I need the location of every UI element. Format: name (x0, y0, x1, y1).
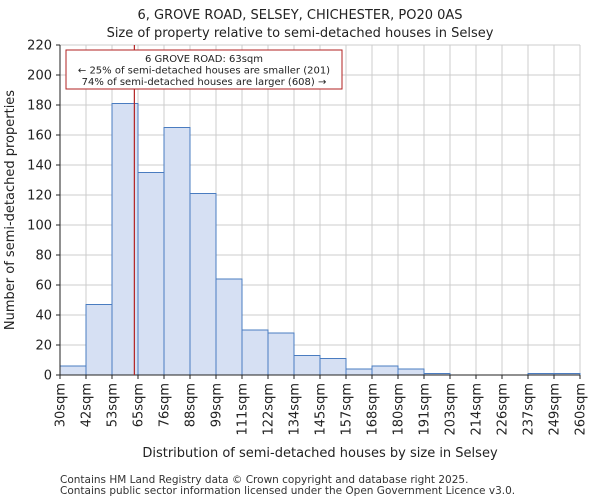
y-tick-label: 100 (27, 219, 52, 234)
y-tick-label: 120 (27, 189, 52, 204)
y-tick-label: 200 (27, 69, 52, 84)
chart-title-line2: Size of property relative to semi-detach… (107, 26, 494, 41)
annotation-line-1: 6 GROVE ROAD: 63sqm (145, 54, 263, 65)
x-tick-label: 111sqm (236, 383, 251, 436)
x-tick-label: 88sqm (184, 383, 199, 427)
y-tick-label: 140 (27, 159, 52, 174)
histogram-bar (189, 193, 217, 376)
annotation-line-2: ← 25% of semi-detached houses are smalle… (78, 66, 330, 77)
bars-layer (59, 103, 581, 376)
footer-line2: Contains public sector information licen… (60, 485, 515, 497)
y-tick-label: 0 (44, 369, 52, 384)
y-tick-label: 180 (27, 99, 52, 114)
x-tick-label: 260sqm (574, 383, 589, 436)
y-ticks-layer: 0 20 40 60 80 100 120 140 160 180 200 220 (27, 39, 60, 384)
x-tick-label: 226sqm (496, 383, 511, 436)
x-tick-label: 122sqm (262, 383, 277, 436)
x-tick-label: 203sqm (444, 383, 459, 436)
histogram-bar (345, 368, 373, 376)
histogram-bar (241, 329, 269, 376)
y-axis-label: Number of semi-detached properties (3, 90, 18, 330)
histogram-bar (137, 172, 165, 376)
histogram-bar (293, 355, 321, 376)
histogram-bar (319, 358, 347, 376)
x-tick-label: 168sqm (366, 383, 381, 436)
x-tick-label: 191sqm (418, 383, 433, 436)
y-tick-label: 60 (35, 279, 52, 294)
histogram-bar (371, 365, 399, 376)
x-tick-label: 180sqm (392, 383, 407, 436)
x-tick-label: 65sqm (132, 383, 147, 427)
x-tick-label: 30sqm (54, 383, 69, 427)
x-tick-label: 237sqm (522, 383, 537, 436)
x-tick-label: 249sqm (548, 383, 563, 436)
y-tick-label: 160 (27, 129, 52, 144)
x-axis-label: Distribution of semi-detached houses by … (142, 446, 498, 461)
histogram-bar (397, 368, 425, 376)
x-tick-label: 134sqm (288, 383, 303, 436)
x-tick-label: 157sqm (340, 383, 355, 436)
x-tick-label: 214sqm (470, 383, 485, 436)
x-tick-label: 99sqm (210, 383, 225, 427)
histogram-bar (267, 332, 295, 376)
y-tick-label: 220 (27, 39, 52, 54)
y-tick-label: 20 (35, 339, 52, 354)
y-tick-label: 40 (35, 309, 52, 324)
x-tick-label: 76sqm (158, 383, 173, 427)
histogram-bar (85, 304, 113, 376)
x-tick-label: 145sqm (314, 383, 329, 436)
marker-layer: 6 GROVE ROAD: 63sqm← 25% of semi-detache… (65, 45, 343, 375)
annotation-line-3: 74% of semi-detached houses are larger (… (82, 77, 327, 88)
x-tick-label: 42sqm (80, 383, 95, 427)
y-tick-label: 80 (35, 249, 52, 264)
chart-title-line1: 6, GROVE ROAD, SELSEY, CHICHESTER, PO20 … (137, 8, 462, 23)
histogram-bar (163, 127, 191, 376)
annotation-box (65, 49, 343, 90)
footer-line1: Contains HM Land Registry data © Crown c… (60, 474, 468, 486)
x-ticks-layer: 30sqm 42sqm 53sqm 65sqm 76sqm 88sqm 99sqm 111sq… (54, 375, 589, 436)
histogram-bar (59, 365, 87, 376)
x-tick-label: 53sqm (106, 383, 121, 427)
histogram-bar (215, 278, 243, 376)
histogram-bar (111, 103, 139, 376)
